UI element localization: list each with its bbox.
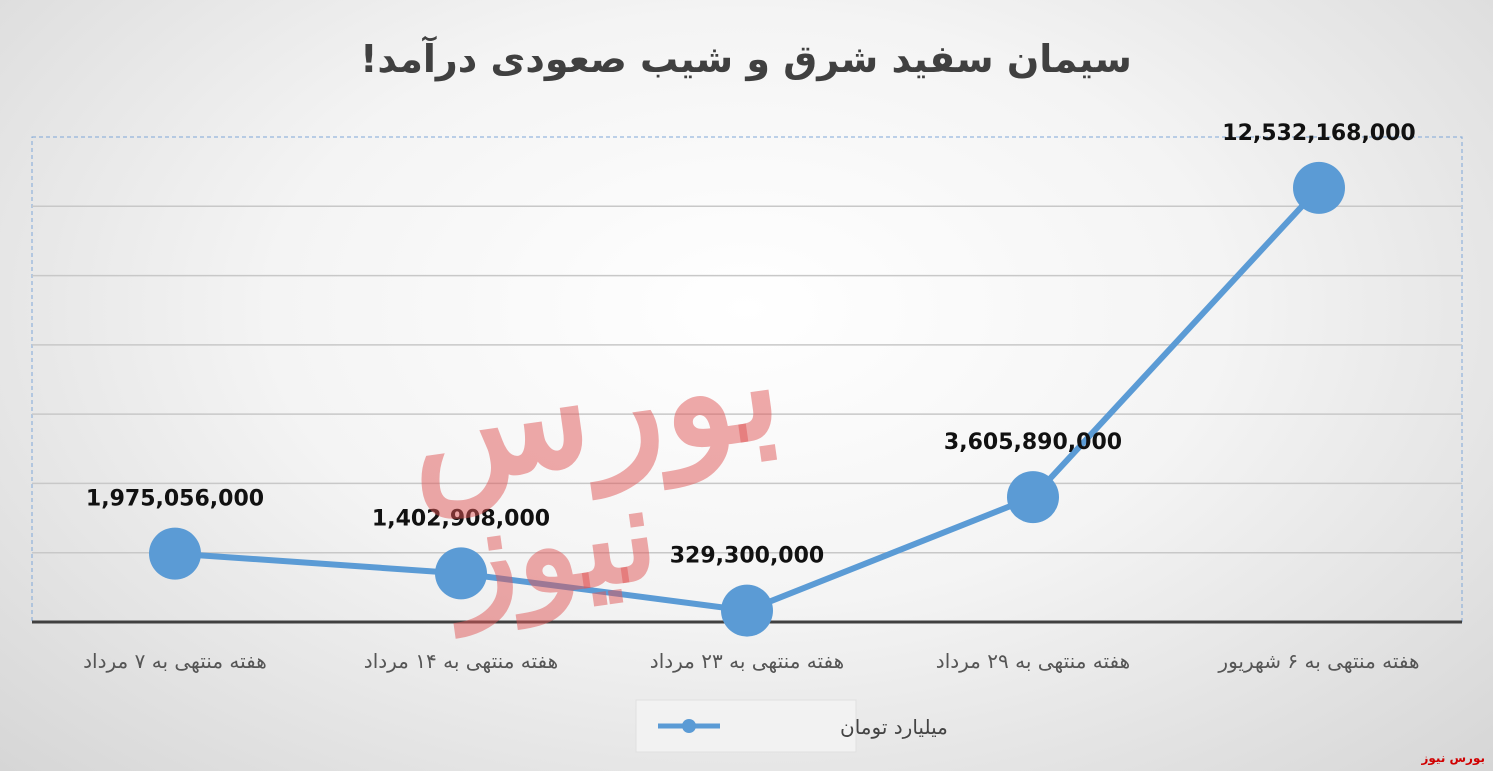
data-point-2 xyxy=(721,584,773,637)
source-label: بورس نیوز xyxy=(1421,751,1485,765)
data-label-2: 329,300,000 xyxy=(670,544,824,569)
x-tick-label-2: هفته منتهی به ۲۳ مرداد xyxy=(650,649,844,673)
data-point-0 xyxy=(149,527,201,580)
watermark-logo: بورس نیوز xyxy=(395,295,791,639)
data-points xyxy=(149,161,1345,637)
x-tick-label-4: هفته منتهی به ۶ شهریور xyxy=(1217,649,1419,673)
x-tick-label-1: هفته منتهی به ۱۴ مرداد xyxy=(364,649,558,673)
x-tick-labels: هفته منتهی به ۷ مرداد هفته منتهی به ۱۴ مر… xyxy=(83,649,1419,673)
x-tick-label-3: هفته منتهی به ۲۹ مرداد xyxy=(936,649,1130,673)
data-label-4: 12,532,168,000 xyxy=(1222,121,1415,146)
data-labels: 1,975,056,000 1,402,908,000 329,300,000 3,6… xyxy=(86,121,1416,569)
data-label-1: 1,402,908,000 xyxy=(372,506,550,531)
legend-series-name: میلیارد تومان xyxy=(840,715,948,739)
chart-title: سیمان سفید شرق و شیب صعودی درآمد! xyxy=(360,35,1132,82)
data-label-3: 3,605,890,000 xyxy=(944,430,1122,455)
data-point-4 xyxy=(1293,161,1345,214)
plot-area-border xyxy=(31,136,1463,623)
gridlines xyxy=(32,205,1462,554)
legend-marker-swatch xyxy=(682,719,696,733)
data-point-1 xyxy=(435,547,487,600)
watermark-text-line2: نیوز xyxy=(433,455,666,639)
x-tick-label-0: هفته منتهی به ۷ مرداد xyxy=(83,649,267,673)
legend: میلیارد تومان xyxy=(635,699,948,753)
data-point-3 xyxy=(1007,471,1059,524)
data-label-0: 1,975,056,000 xyxy=(86,487,264,512)
